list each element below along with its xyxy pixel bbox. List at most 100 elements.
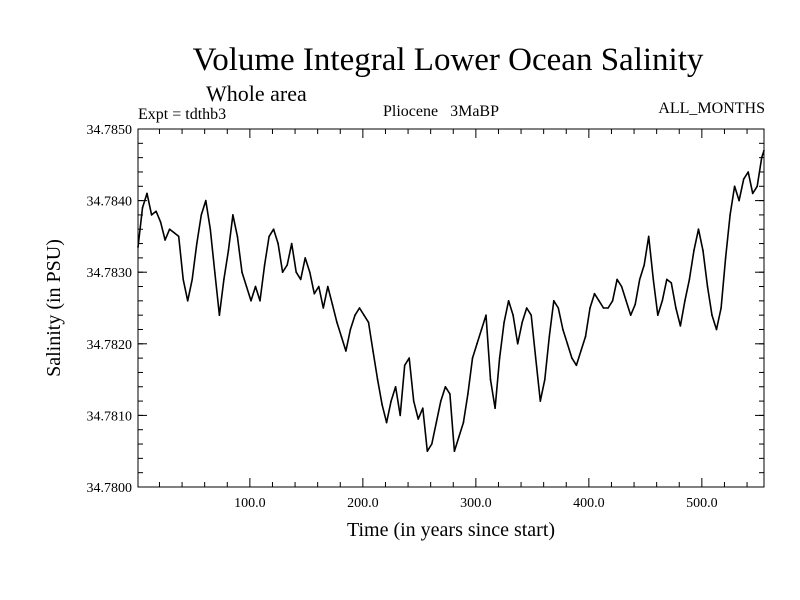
- data-point: [385, 421, 388, 424]
- y-tick-label: 34.7830: [87, 266, 133, 281]
- data-point: [566, 343, 569, 345]
- data-point: [295, 271, 298, 274]
- x-tick-label: 300.0: [460, 496, 492, 511]
- data-point: [376, 378, 379, 381]
- data-point: [607, 307, 609, 309]
- data-point: [458, 436, 460, 438]
- data-point: [431, 443, 433, 445]
- data-point: [530, 314, 532, 317]
- data-point: [480, 328, 483, 331]
- data-point: [290, 242, 293, 245]
- data-point: [394, 386, 397, 388]
- data-point: [191, 278, 193, 281]
- data-point: [449, 393, 451, 395]
- data-point: [494, 407, 496, 410]
- y-tick-label: 34.7840: [87, 195, 133, 210]
- x-axis-tick-labels: 100.0 200.0 300.0 400.0 500.0: [234, 496, 717, 511]
- data-point: [241, 271, 243, 274]
- data-point: [738, 199, 740, 202]
- data-point: [227, 249, 230, 252]
- data-point: [367, 321, 370, 324]
- data-point: [408, 357, 411, 359]
- data-point: [272, 228, 275, 230]
- data-point: [159, 221, 162, 223]
- data-point: [173, 232, 175, 234]
- data-point: [512, 314, 514, 317]
- data-point: [562, 328, 564, 331]
- data-point: [548, 335, 551, 338]
- data-point: [625, 300, 627, 302]
- data-point: [747, 171, 749, 173]
- data-point: [521, 321, 523, 324]
- data-point: [399, 414, 402, 417]
- data-point: [751, 192, 754, 195]
- x-tick-label: 500.0: [686, 496, 718, 511]
- data-point: [218, 314, 221, 317]
- data-point: [634, 303, 636, 306]
- salinity-series-line: [137, 150, 765, 452]
- data-point: [372, 350, 374, 352]
- data-point: [760, 156, 763, 159]
- data-point: [729, 214, 731, 216]
- data-point: [724, 257, 727, 259]
- data-point: [250, 300, 252, 302]
- data-point: [507, 300, 510, 302]
- data-point: [720, 307, 722, 309]
- y-axis-ticks: [138, 128, 764, 488]
- y-tick-label: 34.7800: [87, 481, 133, 496]
- data-point: [620, 285, 623, 288]
- y-tick-label: 34.7820: [87, 338, 133, 353]
- data-point: [580, 350, 582, 352]
- data-point: [177, 235, 180, 238]
- data-point: [322, 307, 325, 309]
- data-point: [236, 235, 239, 238]
- data-point: [462, 421, 465, 424]
- data-point: [476, 343, 478, 345]
- data-point: [422, 407, 424, 410]
- data-point: [268, 235, 270, 238]
- data-point: [544, 378, 546, 381]
- x-axis-title: Time (in years since start): [347, 519, 555, 541]
- data-point: [575, 364, 578, 367]
- data-point: [553, 300, 555, 302]
- data-point: [412, 400, 415, 402]
- data-point: [340, 335, 343, 338]
- data-point: [345, 350, 347, 352]
- data-point: [661, 300, 664, 302]
- data-point: [309, 271, 311, 274]
- data-point: [498, 357, 501, 359]
- x-tick-label: 100.0: [234, 496, 266, 511]
- data-point: [141, 207, 144, 209]
- data-point: [223, 278, 225, 281]
- data-point: [245, 285, 248, 288]
- data-point: [693, 249, 695, 252]
- salinity-data-points: [137, 149, 765, 453]
- data-point: [214, 271, 216, 274]
- data-point: [742, 178, 745, 180]
- data-point: [263, 264, 266, 266]
- data-point: [589, 307, 591, 309]
- data-point: [444, 386, 447, 388]
- data-point: [331, 303, 334, 306]
- data-point: [670, 282, 673, 284]
- data-point: [336, 321, 338, 324]
- chart-subtitle: Whole area: [206, 81, 307, 106]
- x-tick-label: 200.0: [347, 496, 379, 511]
- data-point: [205, 199, 207, 202]
- data-point: [756, 185, 758, 188]
- plot-frame: [137, 128, 765, 488]
- data-point: [652, 278, 655, 281]
- data-point: [381, 403, 383, 406]
- data-point: [485, 314, 487, 317]
- data-point: [666, 278, 668, 281]
- data-point: [150, 214, 153, 216]
- data-point: [327, 285, 329, 288]
- data-point: [155, 210, 157, 213]
- data-point: [354, 314, 356, 317]
- data-point: [453, 450, 456, 453]
- data-point: [643, 264, 645, 266]
- period-label: Pliocene 3MaBP: [383, 103, 499, 120]
- data-point: [299, 278, 302, 281]
- data-point: [137, 246, 139, 248]
- x-tick-label: 400.0: [573, 496, 605, 511]
